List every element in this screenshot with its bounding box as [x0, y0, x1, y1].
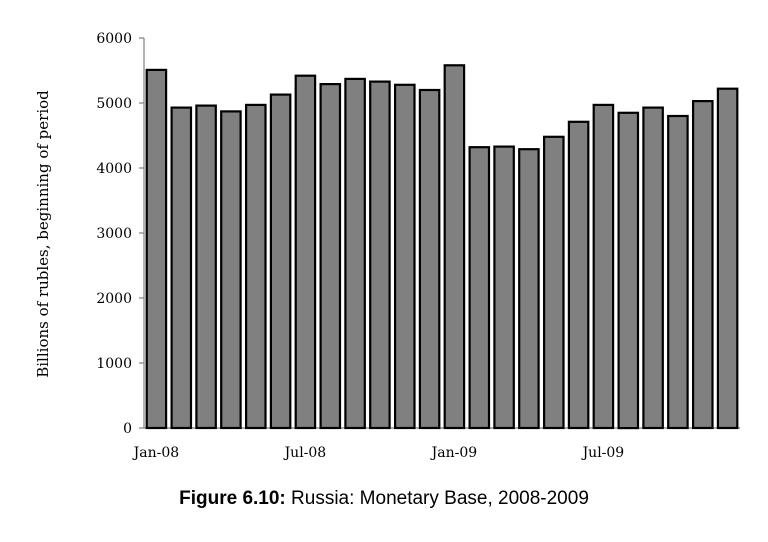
bar-Feb-09 — [468, 146, 491, 430]
x-tick-label: Jul-09 — [581, 445, 625, 461]
y-tick-label: 0 — [123, 421, 132, 437]
x-tick-label: Jan-08 — [132, 445, 180, 461]
bars — [145, 64, 739, 430]
y-tick-label: 5000 — [96, 96, 132, 112]
figure-number: Figure 6.10: — [179, 488, 286, 509]
bar-Apr-08 — [220, 110, 242, 430]
x-tick-label: Jul-08 — [283, 445, 327, 461]
y-tick-label: 4000 — [96, 161, 132, 177]
bar-Mar-09 — [493, 145, 515, 430]
bar-Aug-09 — [617, 111, 640, 430]
figure-caption: Figure 6.10: Russia: Monetary Base, 2008… — [0, 488, 768, 510]
bar-Dec-08 — [418, 88, 441, 430]
bar-Oct-08 — [369, 80, 391, 430]
y-tick-label: 2000 — [96, 291, 132, 307]
bar-May-08 — [245, 103, 267, 430]
bar-Jun-08 — [269, 93, 292, 430]
bar-May-09 — [542, 135, 565, 430]
x-tick-label: Jan-09 — [430, 445, 478, 461]
bar-Aug-08 — [319, 82, 342, 430]
bar-Sep-08 — [344, 77, 366, 430]
bar-Jul-09 — [592, 103, 615, 430]
bar-Jul-08 — [294, 74, 317, 430]
y-ticks: 0 1000 2000 3000 4000 5000 6000 — [96, 31, 144, 437]
bar-Oct-09 — [667, 114, 689, 430]
x-ticks: Jan-08 Jul-08 Jan-09 Jul-09 — [132, 445, 625, 461]
bar-Jan-08 — [145, 68, 168, 430]
bar-Nov-09 — [691, 99, 714, 430]
bar-Jan-09 — [443, 64, 466, 430]
figure-title: Russia: Monetary Base, 2008-2009 — [285, 488, 589, 509]
y-tick-label: 6000 — [96, 31, 132, 47]
bar-Jun-09 — [567, 120, 590, 430]
bar-Nov-08 — [394, 83, 416, 430]
bar-Feb-08 — [170, 106, 193, 430]
bar-Mar-08 — [195, 104, 217, 430]
bar-Sep-09 — [642, 106, 664, 430]
y-tick-label: 1000 — [96, 356, 132, 372]
y-tick-label: 3000 — [96, 226, 132, 242]
bar-Apr-09 — [518, 148, 540, 430]
bar-Dec-09 — [716, 87, 739, 430]
y-axis-label: Billions of rubles, beginning of period — [34, 90, 52, 378]
